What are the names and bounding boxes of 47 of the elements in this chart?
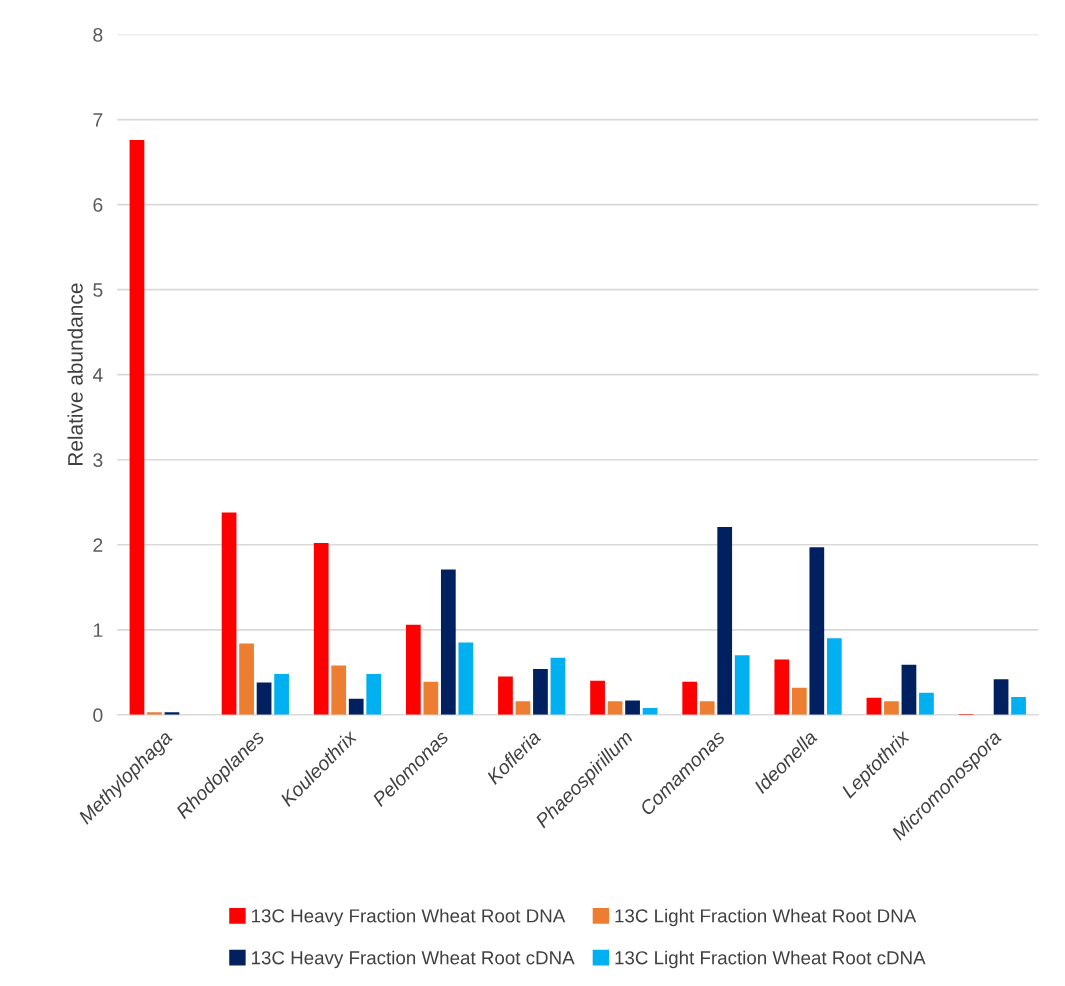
y-tick-label: 0 — [93, 708, 103, 723]
bar — [826, 638, 842, 715]
bar — [590, 680, 605, 715]
bar — [1011, 696, 1026, 715]
legend-label: 13C Heavy Fraction Wheat Root DNA — [252, 908, 566, 927]
bar — [533, 668, 548, 715]
y-axis-title: Relative abundance — [67, 283, 83, 466]
bar — [625, 700, 640, 715]
bar — [405, 624, 421, 715]
y-tick-label: 7 — [93, 113, 103, 127]
y-tick-label: 8 — [93, 27, 103, 42]
bar — [919, 692, 934, 715]
bar — [348, 698, 364, 715]
bar — [717, 526, 733, 715]
bar — [129, 139, 145, 715]
y-tick-label: 5 — [93, 283, 103, 297]
bar — [682, 681, 698, 715]
y-tick-label: 1 — [93, 623, 103, 637]
bar — [458, 642, 474, 715]
bar — [607, 701, 623, 715]
bar — [734, 655, 750, 715]
bar — [498, 676, 513, 715]
bar — [239, 643, 254, 715]
bar — [313, 543, 329, 715]
bar — [440, 569, 456, 715]
y-tick-label: 4 — [92, 368, 103, 382]
bar — [221, 512, 237, 715]
legend-label: 13C Light Fraction Wheat Root DNA — [615, 908, 917, 927]
y-tick-label: 3 — [93, 453, 103, 467]
bar — [901, 664, 917, 715]
bar — [515, 701, 531, 715]
bar — [256, 682, 272, 715]
bar — [331, 665, 347, 715]
bar — [774, 659, 790, 715]
bar — [699, 701, 715, 715]
bar — [366, 674, 382, 715]
bar — [274, 674, 289, 715]
bar — [809, 547, 825, 715]
y-tick-label: 2 — [93, 538, 103, 552]
bar — [423, 681, 439, 715]
bar — [791, 687, 807, 715]
bar — [993, 679, 1009, 715]
y-tick-label: 6 — [93, 198, 103, 212]
bar — [550, 657, 566, 715]
legend-label: 13C Light Fraction Wheat Root cDNA — [615, 950, 926, 969]
legend-label: 13C Heavy Fraction Wheat Root cDNA — [252, 950, 575, 969]
bar — [884, 701, 899, 715]
